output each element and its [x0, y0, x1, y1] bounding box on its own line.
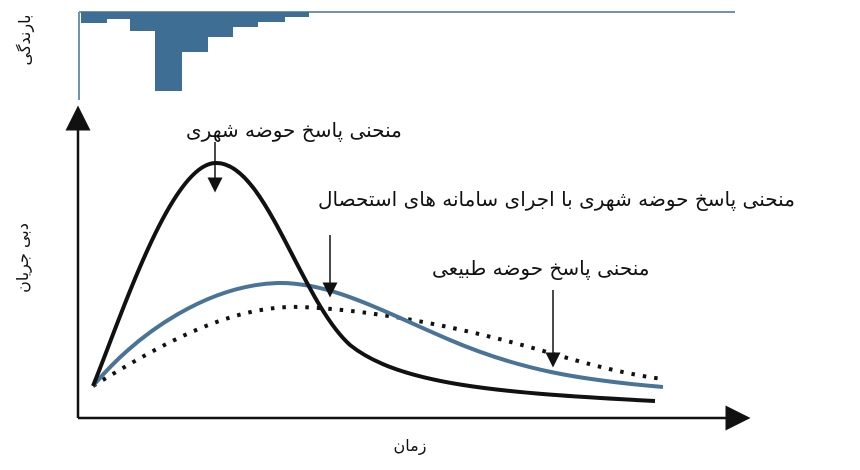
rainfall-hyetograph: [78, 11, 735, 100]
time-axis-label: زمان: [393, 436, 427, 455]
urban-response-curve: [91, 160, 656, 403]
natural-curve-label: منحنی پاسخ حوضه طبیعی: [432, 256, 650, 280]
urban-with-harvesting-curve: [91, 280, 664, 389]
natural-response-curve: [91, 304, 664, 388]
harvesting-curve-label: منحنی پاسخ حوضه شهری با اجرای سامانه های…: [318, 187, 795, 211]
pointer-arrows: [207, 142, 561, 368]
urban-curve-label: منحنی پاسخ حوضه شهری: [186, 118, 402, 142]
flow-axis-label: دبی جریان: [13, 223, 32, 293]
rainfall-axis-label: بارندگی: [15, 14, 34, 66]
rainfall-bars: [81, 12, 309, 91]
axes: [65, 105, 751, 431]
